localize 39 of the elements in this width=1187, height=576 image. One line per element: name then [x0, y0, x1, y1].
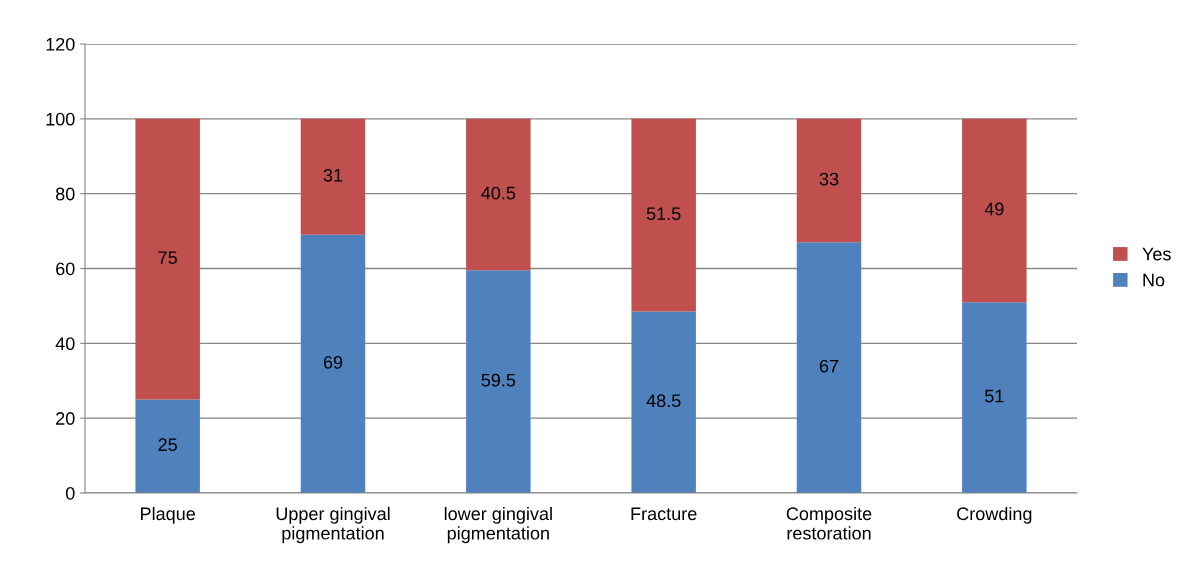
x-tick-label: Crowding: [957, 506, 1032, 524]
x-tick-label: Upper gingival pigmentation: [276, 506, 390, 544]
y-tick-label: 40: [55, 337, 75, 351]
data-label: 49: [984, 202, 1004, 216]
data-label: 51: [985, 389, 1004, 403]
legend-label: No: [1143, 273, 1165, 287]
data-label: 59.5: [481, 373, 516, 387]
data-label: 31: [323, 168, 343, 182]
bar: [631, 118, 696, 312]
y-tick-label: 60: [56, 262, 75, 276]
y-tick-label: 120: [46, 37, 75, 51]
y-tick-label: 100: [46, 112, 75, 126]
data-label: 48.5: [646, 394, 681, 408]
legend-label: Yes: [1142, 247, 1171, 261]
data-label: 67: [819, 359, 839, 373]
bar: [466, 270, 531, 493]
x-tick-label: lower gingival pigmentation: [444, 506, 552, 544]
bar: [631, 311, 696, 493]
x-tick-label: Composite restoration: [786, 506, 872, 540]
data-label: 69: [323, 355, 343, 369]
y-tick-label: 0: [65, 486, 75, 500]
y-tick-label: 80: [55, 187, 75, 201]
bar: [135, 118, 200, 400]
bar: [300, 234, 366, 493]
bar: [300, 118, 366, 235]
data-label: 25: [158, 438, 177, 452]
x-tick-label: Fracture: [631, 507, 697, 521]
bar: [796, 242, 862, 493]
bar: [796, 118, 862, 243]
bar: [962, 118, 1027, 303]
bar: [466, 118, 531, 271]
bar: [135, 399, 200, 493]
x-tick-label: Plaque: [141, 506, 195, 524]
data-label: 75: [158, 251, 177, 264]
data-label: 51.5: [646, 207, 681, 221]
bar: [962, 302, 1027, 493]
y-tick-label: 20: [56, 412, 75, 425]
data-label: 33: [819, 172, 839, 186]
data-label: 40.5: [481, 186, 516, 200]
